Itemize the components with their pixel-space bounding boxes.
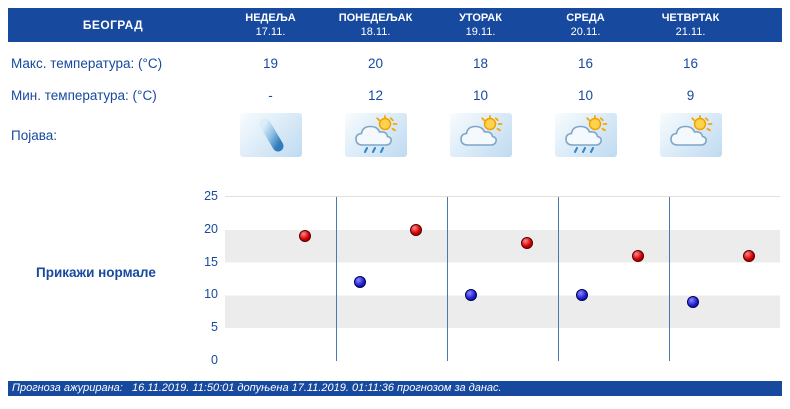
phenomena-row: Појава:	[8, 110, 782, 160]
forecast-table-header: БЕОГРАД НЕДЕЉА 17.11. ПОНЕДЕЉАК 18.11. У…	[8, 8, 782, 42]
y-axis-tick: 10	[204, 287, 218, 302]
day-date: 19.11.	[465, 26, 496, 38]
sun-cloud-drizzle-icon	[344, 113, 407, 157]
phenomena-cell	[218, 113, 323, 157]
y-axis-tick: 20	[204, 221, 218, 236]
min-temp-dot	[465, 289, 478, 302]
day-name: ЧЕТВРТАК	[661, 11, 720, 24]
phenomena-cell	[428, 113, 533, 157]
min-temp-dot	[687, 295, 700, 308]
y-axis-tick: 0	[211, 353, 218, 367]
location-header: БЕОГРАД	[82, 18, 144, 32]
min-temp-row: Мин. температура: (°C) - 12 10 10 9	[8, 82, 782, 108]
phenomena-cell	[638, 113, 743, 157]
max-temp-value: 18	[472, 55, 489, 71]
max-temp-dot	[631, 250, 644, 263]
day-separator-gridline	[447, 197, 448, 361]
phenomena-label: Појава:	[11, 127, 57, 143]
day-separator-gridline	[558, 197, 559, 361]
min-temp-value: 10	[472, 87, 489, 103]
min-temp-value: -	[268, 87, 273, 103]
y-axis-tick: 25	[204, 189, 218, 203]
y-axis-tick: 5	[211, 320, 218, 335]
day-name: ПОНЕДЕЉАК	[338, 11, 413, 24]
max-temp-value: 16	[682, 55, 699, 71]
min-temp-label: Мин. температура: (°C)	[11, 87, 157, 103]
day-header-tuesday: УТОРАК 19.11.	[428, 8, 533, 42]
max-temp-dot	[298, 230, 311, 243]
sun-cloud-drizzle-icon	[554, 113, 617, 157]
day-name: СРЕДА	[566, 11, 605, 24]
day-separator-gridline	[336, 197, 337, 361]
min-temp-value: 12	[367, 87, 384, 103]
max-temp-value: 19	[262, 55, 279, 71]
min-temp-dot	[576, 289, 589, 302]
day-date: 18.11.	[360, 26, 391, 38]
y-axis-tick: 15	[204, 254, 218, 269]
phenomena-cell	[533, 113, 638, 157]
day-header-thursday: ЧЕТВРТАК 21.11.	[638, 8, 743, 42]
day-separator-gridline	[669, 197, 670, 361]
max-temp-dot	[409, 223, 422, 236]
update-info-bar: Прогноза ажурирана: 16.11.2019. 11:50:01…	[8, 381, 782, 396]
day-header-sunday: НЕДЕЉА 17.11.	[218, 8, 323, 42]
day-name: УТОРАК	[459, 11, 502, 24]
max-temp-dot	[742, 250, 755, 263]
sun-cloud-icon	[449, 113, 512, 157]
day-date: 17.11.	[255, 26, 286, 38]
max-temp-value: 16	[577, 55, 594, 71]
day-header-monday: ПОНЕДЕЉАК 18.11.	[323, 8, 428, 42]
day-date: 20.11.	[570, 26, 601, 38]
max-temp-value: 20	[367, 55, 384, 71]
min-temp-value: 10	[577, 87, 594, 103]
day-date: 21.11.	[675, 26, 706, 38]
max-temp-label: Макс. температура: (°C)	[11, 55, 163, 71]
chart-y-axis: 0 5 10 15 20 25	[170, 189, 218, 367]
max-temp-dot	[520, 236, 533, 249]
sun-cloud-icon	[659, 113, 722, 157]
max-temp-row: Макс. температура: (°C) 19 20 18 16 16	[8, 50, 782, 76]
show-normals-link[interactable]: Прикажи нормале	[36, 265, 156, 280]
diagonal-arrow-icon	[239, 113, 302, 157]
day-name: НЕДЕЉА	[245, 11, 296, 24]
day-header-wednesday: СРЕДА 20.11.	[533, 8, 638, 42]
min-temp-value: 9	[686, 87, 695, 103]
min-temp-dot	[354, 276, 367, 289]
temperature-chart	[225, 196, 780, 361]
phenomena-cell	[323, 113, 428, 157]
